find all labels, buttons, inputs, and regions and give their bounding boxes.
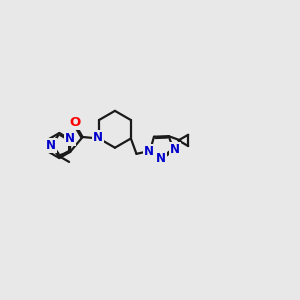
Text: N: N <box>93 131 103 144</box>
Text: N: N <box>46 139 56 152</box>
Text: O: O <box>70 116 81 129</box>
Text: N: N <box>65 132 75 145</box>
Text: N: N <box>169 142 180 155</box>
Text: N: N <box>156 152 166 165</box>
Text: N: N <box>144 145 154 158</box>
